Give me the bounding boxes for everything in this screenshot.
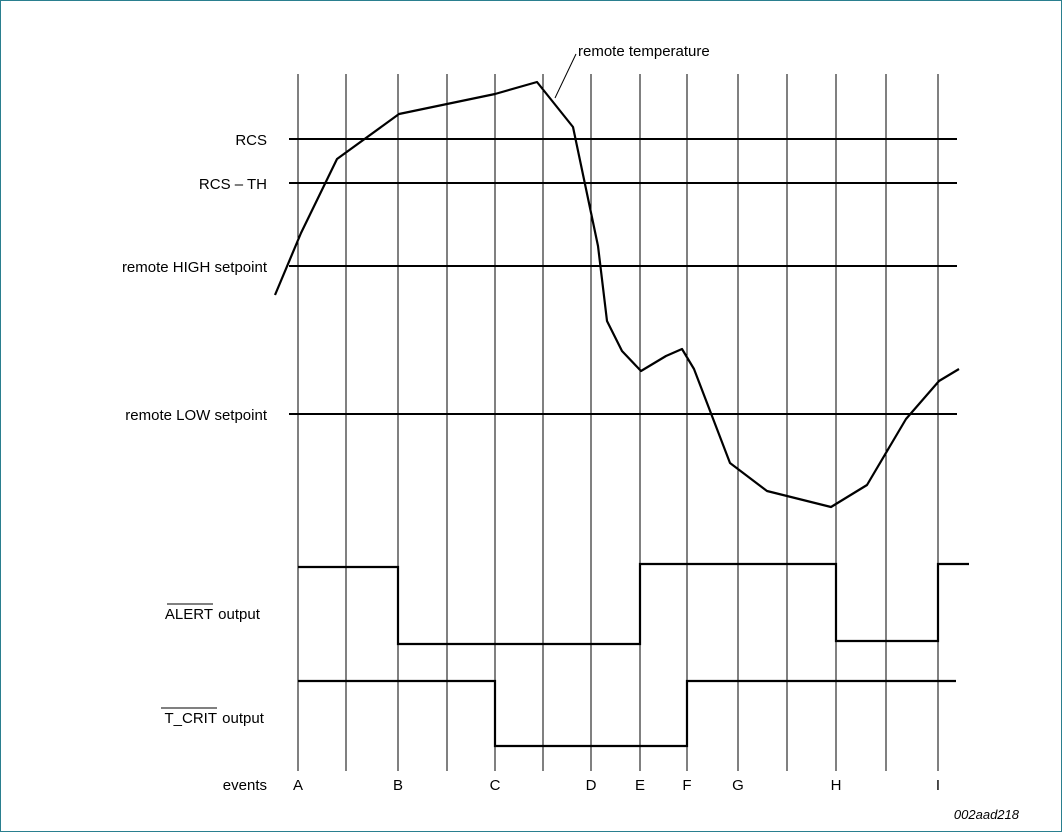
event-label: D bbox=[586, 777, 597, 794]
vertical-grid bbox=[297, 74, 939, 771]
event-label: C bbox=[490, 777, 501, 794]
event-label: G bbox=[732, 777, 744, 794]
event-label: I bbox=[936, 777, 940, 794]
curve-leader-line bbox=[554, 53, 577, 99]
event-label: E bbox=[635, 777, 645, 794]
event-label: F bbox=[682, 777, 691, 794]
remote-temperature-curve bbox=[273, 80, 960, 509]
alert-label: ALERT bbox=[165, 606, 213, 623]
event-label: H bbox=[831, 777, 842, 794]
figure-id: 002aad218 bbox=[954, 807, 1020, 822]
high-setpoint-label: remote HIGH setpoint bbox=[122, 259, 268, 276]
alert-label-suffix: output bbox=[214, 606, 261, 623]
tcrit-signal bbox=[298, 679, 956, 748]
rcs-th-label: RCS – TH bbox=[199, 176, 267, 193]
event-label: A bbox=[293, 777, 303, 794]
low-setpoint-label: remote LOW setpoint bbox=[125, 407, 268, 424]
alert-signal bbox=[298, 562, 969, 646]
curve-label: remote temperature bbox=[578, 43, 710, 60]
events-label: events bbox=[223, 777, 267, 794]
rcs-label: RCS bbox=[235, 132, 267, 149]
event-label: B bbox=[393, 777, 403, 794]
tcrit-label-suffix: output bbox=[218, 710, 265, 727]
tcrit-label: T_CRIT bbox=[165, 710, 218, 727]
